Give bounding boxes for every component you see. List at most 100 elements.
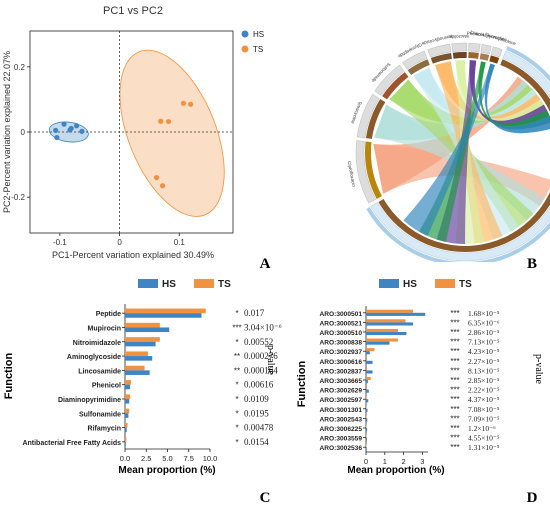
category-label: ARO:3002629 bbox=[319, 388, 362, 395]
category-label: Antibacterial Free Fatty Acids bbox=[22, 440, 121, 447]
panel-c-marks: HS TS 0.0 2.5 5.0 7.5 10.0 Peptide * 0.017 Mupiroc… bbox=[22, 279, 282, 463]
p-value-label: 1.31×10⁻⁵ bbox=[468, 443, 500, 452]
category-label: Diaminopyrimidine bbox=[58, 397, 121, 404]
p-value-label: 0.00478 bbox=[244, 423, 274, 433]
bar-hs bbox=[125, 413, 129, 418]
chord-segment-label: Ciprofloxacin bbox=[347, 161, 357, 188]
p-value-label: 0.0195 bbox=[244, 408, 269, 418]
category-label: ARO:3001301 bbox=[319, 407, 362, 414]
p-value-label: 2.86×10⁻⁵ bbox=[468, 328, 500, 337]
p-value-label: 7.08×10⁻⁵ bbox=[468, 405, 500, 414]
p-value-label: 1.68×10⁻⁵ bbox=[468, 309, 500, 318]
chord-segment-ticks bbox=[490, 46, 503, 58]
significance-marker: *** bbox=[450, 405, 459, 414]
chord-segment-diaminopyrimidine bbox=[479, 53, 490, 61]
x-tick-label: -0.1 bbox=[53, 238, 67, 247]
p-value-label: 0.00616 bbox=[244, 380, 274, 390]
bar-ts bbox=[125, 408, 130, 414]
legend-label-ts: TS bbox=[253, 45, 263, 54]
bar-hs bbox=[366, 312, 426, 316]
chord-segment-glycopeptide bbox=[407, 59, 430, 75]
category-label: ARO:3002597 bbox=[319, 397, 362, 404]
significance-marker: * bbox=[235, 424, 238, 433]
bar-ts bbox=[366, 434, 367, 438]
chord-segment-ticks bbox=[356, 94, 380, 139]
bar-hs bbox=[366, 370, 373, 374]
x-tick-label: 0 bbox=[364, 457, 368, 466]
panel-a-pca-plot: PC1 vs PC2 PC1-Percent variation explain… bbox=[2, 5, 271, 272]
chord-segment-stack bbox=[370, 202, 550, 262]
chord-ribbon bbox=[403, 63, 495, 237]
bar-hs bbox=[366, 447, 367, 451]
chord-segment-sulfonamide bbox=[382, 72, 409, 100]
x-tick-label: 0 bbox=[117, 238, 122, 247]
chord-segment-label: Fluoroquinolone bbox=[484, 32, 517, 47]
significance-marker: *** bbox=[450, 347, 459, 356]
chord-segment-macrolide bbox=[452, 52, 467, 59]
bar-hs bbox=[366, 351, 370, 355]
significance-marker: *** bbox=[450, 376, 459, 385]
bar-ts bbox=[366, 424, 367, 428]
bar-hs bbox=[366, 437, 367, 441]
bar-hs bbox=[366, 418, 368, 422]
panel-d-bar-chart: HS TS 0 1 2 3 ARO:3000501 *** 1.68×10⁻⁵ ARO:30005… bbox=[296, 279, 544, 506]
category-label: ARO:3002937 bbox=[319, 349, 362, 356]
p-value-label: 0.017 bbox=[244, 308, 265, 318]
bar-ts bbox=[125, 422, 128, 428]
chord-segment-ts bbox=[378, 192, 550, 252]
p-value-label: 1.2×10⁻⁶ bbox=[468, 424, 496, 433]
significance-marker: * bbox=[235, 438, 238, 447]
x-tick-label: 3 bbox=[420, 457, 424, 466]
category-label: Sulfonamide bbox=[79, 411, 121, 418]
chord-segment-ticks bbox=[402, 50, 428, 70]
panel-c-x-axis-label: Mean proportion (%) bbox=[118, 465, 215, 476]
legend-label-hs: HS bbox=[403, 279, 417, 290]
significance-marker: *** bbox=[450, 309, 459, 318]
legend-label-ts: TS bbox=[459, 279, 472, 290]
panel-d-x-axis-label: Mean proportion (%) bbox=[347, 465, 444, 476]
x-tick-label: 0.1 bbox=[174, 238, 186, 247]
legend-marker-hs bbox=[241, 30, 249, 38]
significance-marker: * bbox=[235, 395, 238, 404]
chord-diagram: CiprofloxacinTetracyclineSulfonamideGlyc… bbox=[347, 30, 550, 262]
bar-ts bbox=[366, 396, 367, 400]
category-label: Mupirocin bbox=[88, 325, 121, 332]
chord-segment-phenicol bbox=[468, 52, 479, 59]
significance-marker: *** bbox=[450, 357, 459, 366]
significance-marker: *** bbox=[450, 338, 459, 347]
legend-label-hs: HS bbox=[253, 30, 264, 39]
category-label: Lincosamide bbox=[78, 368, 121, 375]
bar-ts bbox=[125, 365, 145, 371]
chord-segment-outer-band bbox=[506, 46, 550, 83]
p-value-label: 7.13×10⁻⁵ bbox=[468, 338, 500, 347]
panel-d-pvalue-label: p-value bbox=[533, 354, 544, 385]
chord-segment-aminoglycoside bbox=[430, 52, 452, 64]
bar-hs bbox=[366, 322, 413, 326]
panel-label-a: A bbox=[260, 256, 271, 272]
p-value-label: 0.0154 bbox=[244, 437, 269, 447]
y-tick-label: -0.2 bbox=[11, 193, 25, 202]
legend-swatch-hs bbox=[379, 279, 399, 288]
significance-marker: *** bbox=[450, 443, 459, 452]
bar-ts bbox=[125, 351, 148, 357]
chord-segment-ciprofloxacin bbox=[365, 141, 383, 199]
x-tick-label: 0.0 bbox=[120, 454, 130, 463]
bar-hs bbox=[125, 327, 170, 333]
bar-hs bbox=[366, 360, 373, 364]
x-tick-label: 2.5 bbox=[141, 454, 151, 463]
panel-b-chord-diagram: CiprofloxacinTetracyclineSulfonamideGlyc… bbox=[347, 30, 550, 272]
legend-swatch-ts bbox=[435, 279, 455, 288]
data-point-hs bbox=[73, 123, 80, 129]
chord-segment-label: Phenicol bbox=[467, 31, 485, 37]
data-point-hs bbox=[54, 134, 60, 141]
p-value-label: 2.27×10⁻⁵ bbox=[468, 357, 500, 366]
x-tick-label: 2 bbox=[401, 457, 405, 466]
category-label: ARO:3006225 bbox=[319, 426, 362, 433]
bar-hs bbox=[125, 341, 156, 347]
bar-hs bbox=[125, 384, 131, 390]
panel-label-d: D bbox=[527, 490, 538, 506]
pca-marks: -0.1 0 0.1 -0.2 0 0.2 HS TS bbox=[11, 30, 264, 247]
significance-marker: *** bbox=[450, 424, 459, 433]
chord-segment-hs bbox=[500, 59, 550, 112]
bar-hs bbox=[125, 370, 150, 375]
